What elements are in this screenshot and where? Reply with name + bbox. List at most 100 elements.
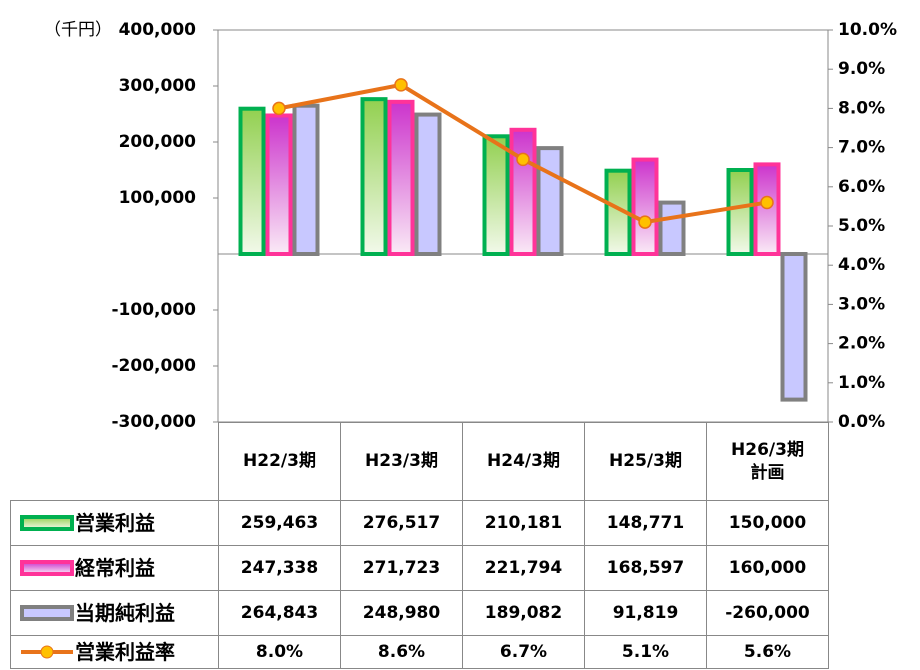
table-cell: 264,843 bbox=[218, 590, 341, 636]
value-label: 150,000 bbox=[728, 512, 807, 533]
legend-swatch bbox=[20, 560, 74, 576]
value-label: 5.1% bbox=[621, 641, 670, 662]
line-marker bbox=[760, 195, 774, 210]
table-cell: 91,819 bbox=[584, 590, 707, 636]
y-tick-label: 300,000 bbox=[119, 76, 197, 96]
category-header: H25/3期 bbox=[584, 422, 707, 501]
category-header: H23/3期 bbox=[340, 422, 463, 501]
legend-label: 経常利益 bbox=[75, 556, 155, 580]
x-tick-label: H25/3期 bbox=[609, 451, 682, 472]
value-label: 8.0% bbox=[255, 641, 304, 662]
table-cell: 248,980 bbox=[340, 590, 463, 636]
legend-icon bbox=[20, 515, 74, 531]
table-cell: 189,082 bbox=[462, 590, 585, 636]
value-label: 221,794 bbox=[484, 557, 563, 578]
line-marker bbox=[638, 215, 652, 229]
table-cell: 271,723 bbox=[340, 545, 463, 591]
bar bbox=[780, 252, 808, 402]
y2-tick-label: 6.0% bbox=[838, 177, 885, 197]
y2-tick-label: 7.0% bbox=[838, 138, 885, 158]
y2-tick-label: 0.0% bbox=[838, 412, 885, 432]
legend-entry: 営業利益 bbox=[10, 500, 219, 546]
legend-marker bbox=[40, 645, 54, 659]
unit-label: （千円） bbox=[44, 20, 112, 40]
bar bbox=[414, 112, 442, 256]
value-label: 276,517 bbox=[362, 512, 441, 533]
value-label: 210,181 bbox=[484, 512, 563, 533]
value-label: 189,082 bbox=[484, 602, 563, 623]
table-cell: -260,000 bbox=[706, 590, 829, 636]
bar bbox=[509, 127, 537, 257]
bar bbox=[387, 99, 415, 257]
bar bbox=[536, 146, 564, 256]
bar bbox=[265, 113, 293, 256]
table-cell: 210,181 bbox=[462, 500, 585, 546]
value-label: 264,843 bbox=[240, 602, 319, 623]
table-cell: 221,794 bbox=[462, 545, 585, 591]
y-tick-label: -100,000 bbox=[112, 300, 197, 320]
legend-swatch bbox=[20, 515, 74, 531]
bar bbox=[726, 168, 754, 256]
table-cell: 247,338 bbox=[218, 545, 341, 591]
x-tick-label: H24/3期 bbox=[487, 451, 560, 472]
value-label: 91,819 bbox=[612, 602, 679, 623]
y2-tick-label: 2.0% bbox=[838, 334, 885, 354]
value-label: 247,338 bbox=[240, 557, 319, 578]
bar bbox=[238, 106, 266, 257]
value-label: 160,000 bbox=[728, 557, 807, 578]
y2-tick-label: 8.0% bbox=[838, 98, 885, 118]
table-cell: 148,771 bbox=[584, 500, 707, 546]
value-label: 168,597 bbox=[606, 557, 685, 578]
value-label: 248,980 bbox=[362, 602, 441, 623]
value-label: 5.6% bbox=[743, 641, 792, 662]
value-label: 148,771 bbox=[606, 512, 685, 533]
legend-entry: 当期純利益 bbox=[10, 590, 219, 636]
table-cell: 5.1% bbox=[584, 635, 707, 669]
table-cell: 8.0% bbox=[218, 635, 341, 669]
x-tick-label: H22/3期 bbox=[243, 451, 316, 472]
x-tick-label: H26/3期 計画 bbox=[731, 440, 804, 483]
category-header: H26/3期 計画 bbox=[706, 422, 829, 501]
table-cell: 150,000 bbox=[706, 500, 829, 546]
bar bbox=[292, 103, 320, 256]
y2-tick-label: 4.0% bbox=[838, 255, 885, 275]
legend-entry: 経常利益 bbox=[10, 545, 219, 591]
y-tick-label: -300,000 bbox=[112, 412, 197, 432]
table-cell: 160,000 bbox=[706, 545, 829, 591]
table-cell: 8.6% bbox=[340, 635, 463, 669]
y2-tick-label: 3.0% bbox=[838, 294, 885, 314]
y-tick-label: 200,000 bbox=[119, 132, 197, 152]
bar bbox=[658, 200, 686, 256]
y2-tick-label: 5.0% bbox=[838, 216, 885, 236]
legend-label: 当期純利益 bbox=[75, 601, 175, 625]
table-cell: 6.7% bbox=[462, 635, 585, 669]
line-marker bbox=[272, 101, 286, 116]
legend-label: 営業利益率 bbox=[75, 640, 175, 664]
legend-label: 営業利益 bbox=[75, 511, 155, 535]
bar bbox=[631, 157, 659, 256]
y2-tick-label: 10.0% bbox=[838, 20, 897, 40]
line-marker bbox=[516, 152, 530, 167]
legend-entry: 営業利益率 bbox=[10, 635, 219, 669]
legend-icon bbox=[21, 645, 73, 659]
x-tick-label: H23/3期 bbox=[365, 451, 438, 472]
y-tick-label: 100,000 bbox=[119, 188, 197, 208]
y2-tick-label: 9.0% bbox=[838, 59, 885, 79]
table-cell: 259,463 bbox=[218, 500, 341, 546]
legend-icon bbox=[20, 605, 74, 621]
y-tick-label: -200,000 bbox=[112, 356, 197, 376]
table-cell: 5.6% bbox=[706, 635, 829, 669]
table-cell: 168,597 bbox=[584, 545, 707, 591]
line-marker bbox=[394, 78, 408, 92]
bar bbox=[482, 134, 510, 257]
value-label: -260,000 bbox=[725, 602, 810, 623]
bar bbox=[360, 97, 388, 256]
value-label: 6.7% bbox=[499, 641, 548, 662]
value-label: 271,723 bbox=[362, 557, 441, 578]
value-label: 259,463 bbox=[240, 512, 319, 533]
table-cell: 276,517 bbox=[340, 500, 463, 546]
legend-icon bbox=[20, 560, 74, 576]
legend-swatch bbox=[20, 605, 74, 621]
